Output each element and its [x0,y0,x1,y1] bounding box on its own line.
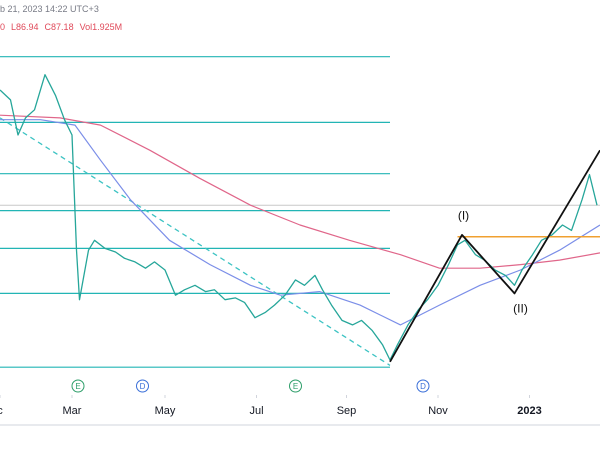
x-tick-label: Mar [63,405,82,417]
moving-average-slow [0,114,600,269]
time-axis [0,395,600,425]
wave-line [389,149,600,363]
event-label: E [75,382,80,391]
event-marker [71,379,85,393]
event-marker [289,379,302,393]
event-marker [136,379,149,393]
trend-line [0,117,391,366]
header-value: L86.94 [11,22,39,32]
event-label: E [293,382,298,391]
x-tick-label: Jul [249,405,263,417]
x-tick-label: Sep [337,405,357,417]
x-tick-label: c [0,405,3,417]
event-label: D [420,382,426,391]
header-value: 0 [0,22,5,32]
price-line-series [0,74,598,361]
wave-label: (I) [458,209,469,223]
moving-average-fast [0,119,600,326]
header-value: C87.18 [45,22,74,32]
event-marker [416,379,430,393]
header-date: b 21, 2023 14:22 UTC+3 [0,4,99,14]
header-value: Vol1.925M [80,22,123,32]
event-label: D [140,382,146,391]
x-tick-label: May [155,405,176,417]
x-tick-label: 2023 [517,405,541,417]
x-tick-label: Nov [428,405,448,417]
wave-label: (II) [513,301,528,315]
